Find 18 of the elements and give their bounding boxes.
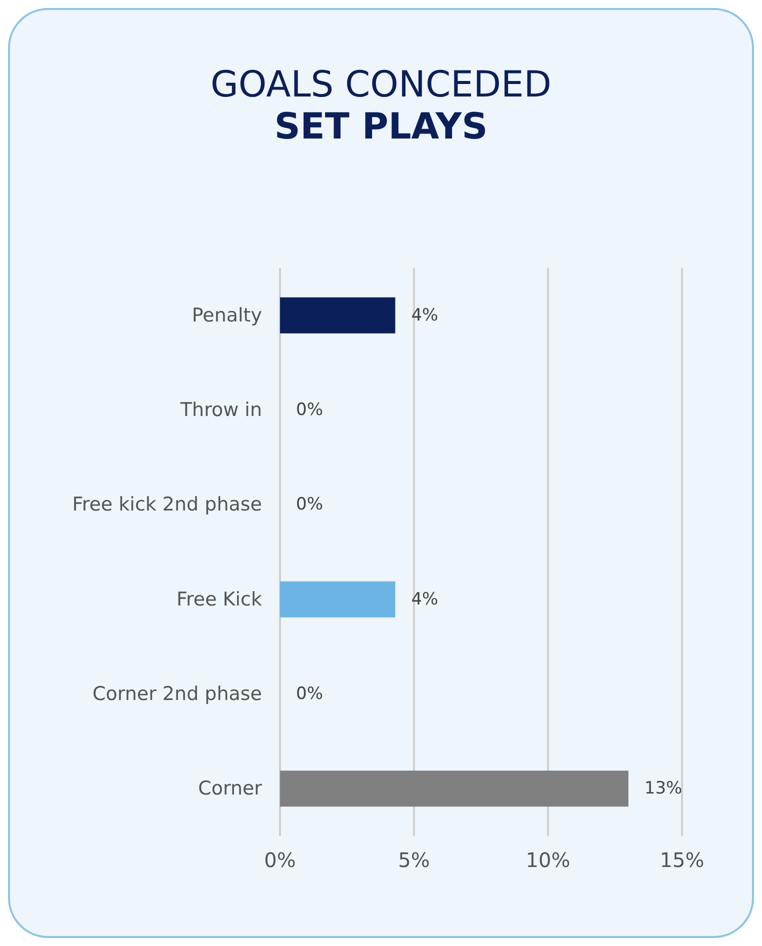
y-tick-label: Throw in: [179, 399, 262, 421]
data-label: 0%: [296, 684, 323, 704]
y-tick-label: Penalty: [192, 304, 262, 326]
chart-subtitle: SET PLAYS: [274, 106, 488, 148]
y-tick-label: Corner: [198, 778, 262, 800]
data-label: 0%: [296, 400, 323, 420]
data-label: 4%: [411, 305, 438, 326]
data-label: 13%: [644, 778, 682, 799]
x-tick-label: 15%: [660, 848, 704, 872]
y-tick-label: Corner 2nd phase: [92, 683, 262, 705]
y-tick-label: Free kick 2nd phase: [72, 494, 262, 516]
y-tick-label: Free Kick: [176, 588, 262, 610]
x-tick-label: 10%: [526, 848, 570, 872]
x-tick-label: 5%: [398, 848, 430, 872]
x-tick-label: 0%: [264, 848, 296, 872]
data-label: 0%: [296, 494, 323, 515]
chart-title: GOALS CONCEDED: [210, 64, 552, 106]
data-label: 4%: [411, 589, 438, 610]
